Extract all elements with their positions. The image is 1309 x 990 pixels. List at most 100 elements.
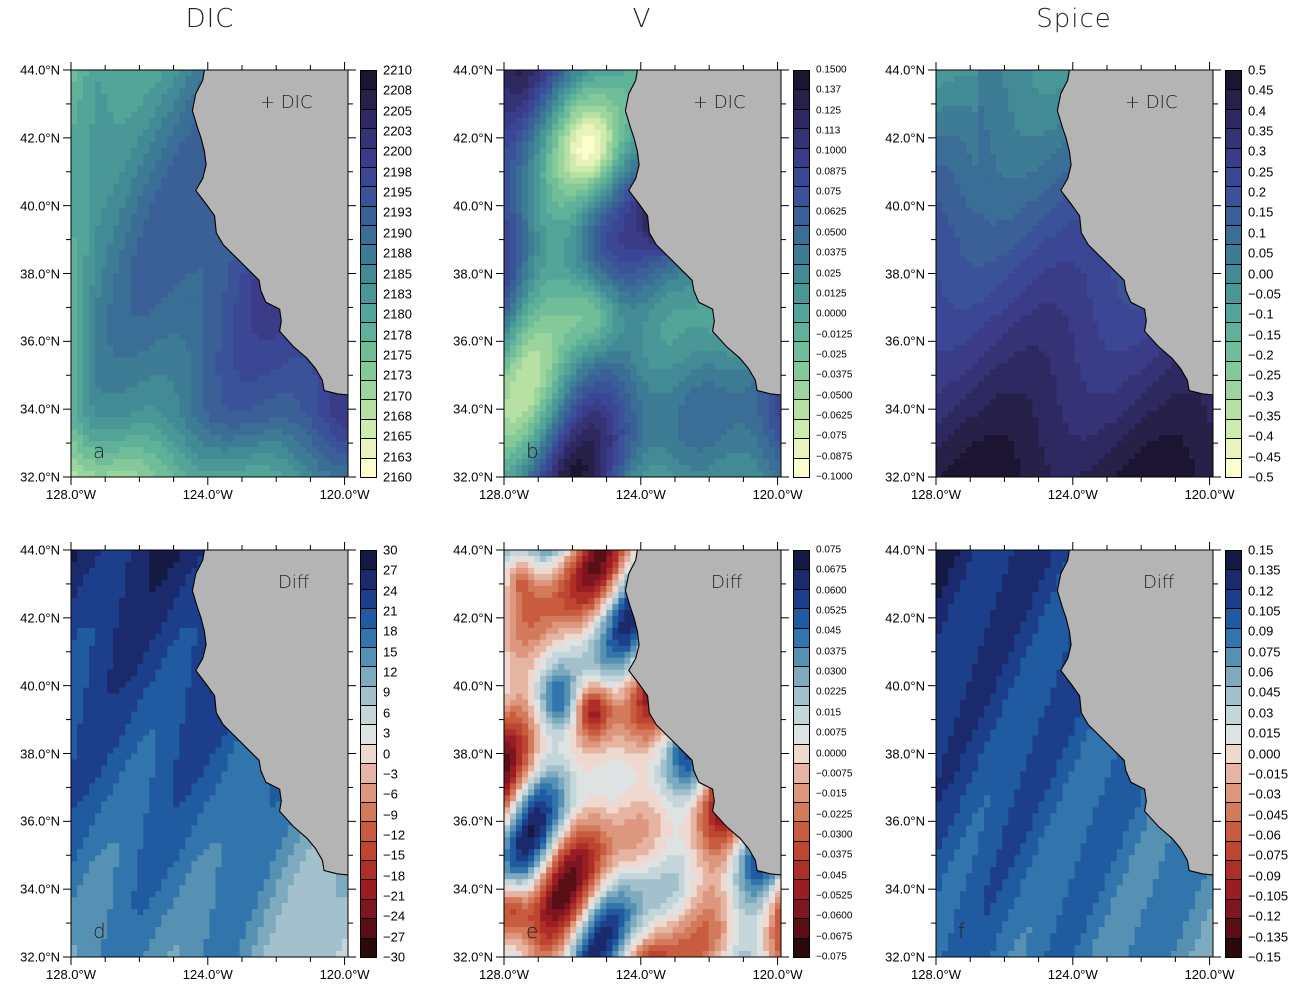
colorbar-tick-label: −0.0375 [816,849,853,861]
colorbar-swatch [360,743,377,765]
colorbar-tick-label: 0.135 [1248,562,1281,578]
colorbar-tick-label: −3 [383,766,398,782]
colorbar-tick-label: 2173 [383,367,412,383]
y-tick-label: 32.0°N [20,469,60,485]
colorbar-swatch [1225,360,1242,382]
colorbar-tick-label: 2200 [383,143,412,159]
colorbar-swatch [793,801,810,823]
x-tick-label: 124.0°W [182,967,233,982]
x-tick-label: 128.0°W [478,967,529,982]
colorbar-f [1225,550,1242,958]
colorbar-tick-label: −0.1000 [816,471,853,483]
y-tick-label: 36.0°N [885,813,925,829]
colorbar-tick-label: −0.1 [1248,306,1274,322]
colorbar-swatch [793,70,810,91]
panel-letter: f [958,919,966,943]
y-tick-label: 38.0°N [453,266,493,281]
colorbar-swatch [793,898,810,920]
colorbar-tick-label: 2168 [383,408,412,424]
x-tick-label: 120.0°W [1184,967,1235,982]
colorbar-tick-label: 0.03 [1248,705,1274,721]
colorbar-tick-label: 2188 [383,245,412,261]
colorbar-tick-label: −21 [383,888,406,904]
colorbar-tick-label: −0.045 [1248,807,1289,823]
colorbar-tick-label: −0.075 [816,951,847,963]
colorbar-tick-label: 2163 [383,449,412,465]
y-tick-label: 42.0°N [885,610,925,626]
colorbar-tick-label: −0.25 [1248,367,1281,383]
colorbar-tick-label: 0.015 [1248,725,1281,741]
y-tick-label: 42.0°N [453,130,493,146]
colorbar-swatch [793,937,810,958]
colorbar-tick-label: 2190 [383,225,412,241]
y-tick-label: 38.0°N [20,266,60,281]
y-tick-label: 44.0°N [20,542,60,558]
panel-letter: b [526,439,539,463]
colorbar-swatch [793,147,810,168]
x-tick-label: 128.0°W [45,487,96,502]
colorbar-swatch [1225,782,1242,803]
colorbar-tick-label: 0.1 [1248,225,1267,241]
y-tick-label: 40.0°N [453,198,493,214]
colorbar-swatch [1225,898,1242,920]
colorbar-tick-label: −18 [383,868,406,884]
colorbar-tick-label: 0.0500 [816,227,847,239]
colorbar-tick-label: 0.045 [1248,684,1281,700]
y-tick-label: 36.0°N [885,333,925,349]
colorbar-swatch [793,743,810,765]
colorbar-swatch [360,438,377,459]
colorbar-swatch [1225,380,1242,401]
colorbar-swatch [360,705,377,726]
colorbar-tick-label: 0.0375 [816,646,847,658]
colorbar-swatch [1225,108,1242,130]
x-tick-label: 128.0°W [478,487,529,502]
colorbar-swatch [793,569,810,590]
y-tick-label: 40.0°N [885,678,925,694]
colorbar-swatch [360,782,377,803]
colorbar-swatch [793,341,810,362]
y-tick-label: 40.0°N [20,678,60,694]
map-plot-a [63,62,356,485]
colorbar-tick-label: −0.045 [816,870,847,882]
colorbar-tick-label: 2208 [383,82,412,98]
land-mask [625,70,781,428]
colorbar-tick-label: 6 [383,705,391,721]
colorbar-tick-label: 0.0125 [816,288,847,300]
column-title-v: V [632,4,652,34]
colorbar-swatch [1225,937,1242,958]
colorbar-tick-label: −0.3 [1248,388,1274,404]
colorbar-swatch [793,588,810,610]
colorbar-swatch [1225,147,1242,168]
map-plot-d [63,542,356,965]
colorbar-swatch [360,341,377,362]
colorbar-tick-label: −0.0075 [816,768,853,780]
y-tick-label: 34.0°N [20,881,60,897]
land-mask [625,550,781,908]
colorbar-swatch [1225,205,1242,227]
colorbar-swatch [360,840,377,862]
colorbar-tick-label: 0.075 [816,186,842,198]
y-tick-label: 44.0°N [453,542,493,558]
colorbar-tick-label: −9 [383,807,398,823]
colorbar-swatch [793,418,810,440]
colorbar-swatch [360,399,377,420]
x-tick-label: 124.0°W [615,967,666,982]
colorbar-d [360,550,377,958]
x-tick-label: 124.0°W [1047,487,1098,502]
column-title-spice: Spice [1036,4,1112,34]
colorbar-tick-label: 0.125 [816,105,842,117]
colorbar-tick-label: 2178 [383,327,412,343]
colorbar-tick-label: 0.0525 [816,605,847,617]
y-tick-label: 44.0°N [885,62,925,78]
colorbar-swatch [360,801,377,823]
map-plot-b [496,62,789,485]
colorbar-swatch [793,627,810,648]
colorbar-swatch [1225,283,1242,304]
y-tick-label: 38.0°N [885,266,925,281]
colorbar-swatch [1225,89,1242,110]
colorbar-tick-label: −0.0600 [816,910,853,922]
colorbar-tick-label: −0.0875 [816,451,853,463]
colorbar-swatch [1225,743,1242,765]
x-tick-label: 120.0°W [1184,487,1235,502]
colorbar-swatch [793,918,810,939]
